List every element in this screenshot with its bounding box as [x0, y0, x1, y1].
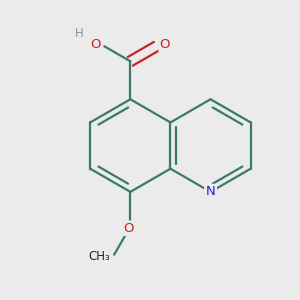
Text: N: N — [206, 185, 215, 198]
Text: O: O — [123, 222, 134, 235]
Text: CH₃: CH₃ — [88, 250, 110, 263]
Text: H: H — [74, 27, 83, 40]
Text: O: O — [90, 38, 101, 51]
Text: O: O — [160, 38, 170, 51]
